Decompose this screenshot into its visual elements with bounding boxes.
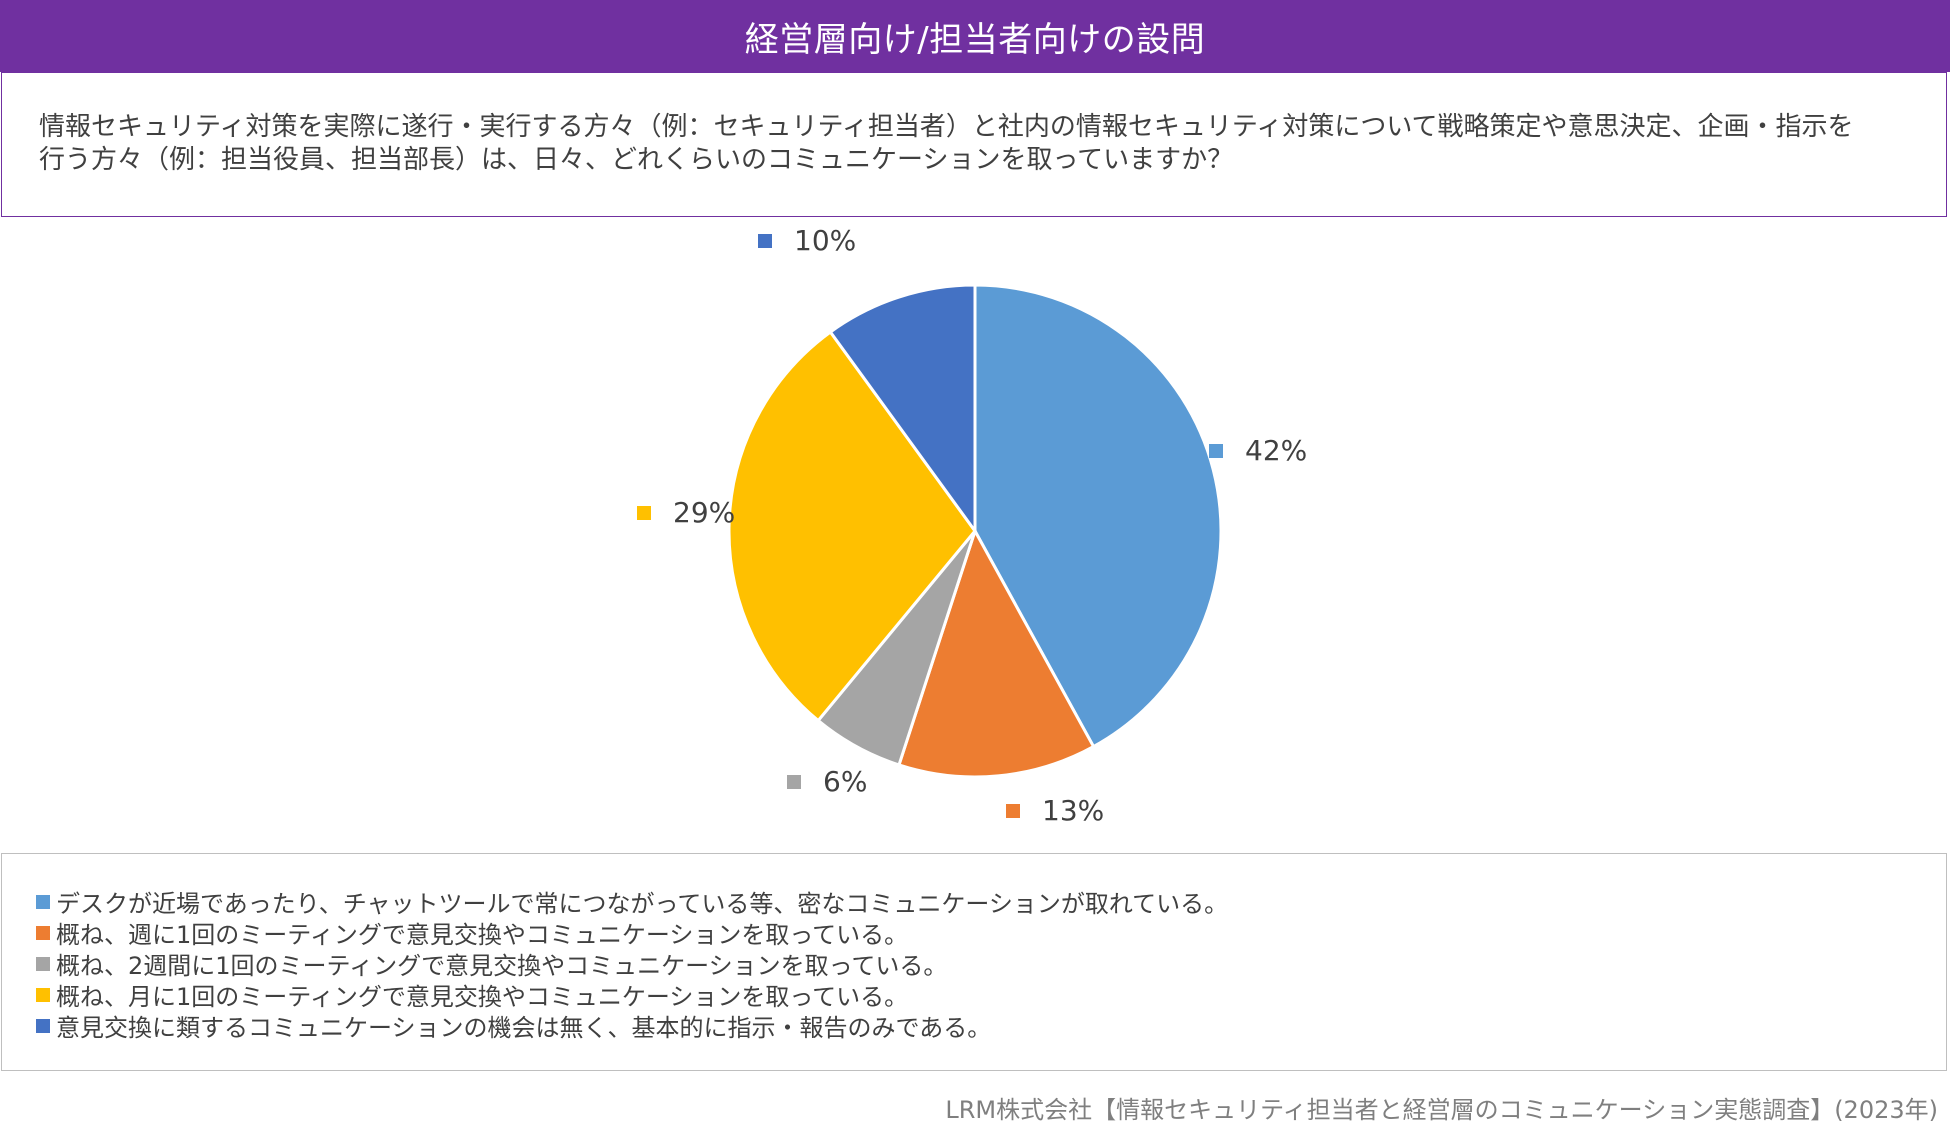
legend-item: 概ね、週に1回のミーティングで意見交換やコミュニケーションを取っている。	[36, 917, 1228, 949]
legend-item: 意見交換に類するコミュニケーションの機会は無く、基本的に指示・報告のみである。	[36, 1010, 1228, 1042]
legend-item: デスクが近場であったり、チャットツールで常につながっている等、密なコミュニケーシ…	[36, 886, 1229, 918]
legend-item: 概ね、月に1回のミーティングで意見交換やコミュニケーションを取っている。	[36, 979, 1228, 1011]
data-label-swatch	[637, 506, 651, 520]
pie-chart-area: 42% 13% 6% 29% 10%	[0, 217, 1950, 852]
data-label: 10%	[794, 224, 856, 257]
question-text: 情報セキュリティ対策を実際に遂行・実行する方々（例：セキュリティ担当者）と社内の…	[39, 112, 1854, 175]
pie-slice	[727, 329, 977, 723]
legend-label: デスクが近場であったり、チャットツールで常につながっている等、密なコミュニケーシ…	[56, 890, 1229, 918]
legend-box: デスクが近場であったり、チャットツールで常につながっている等、密なコミュニケーシ…	[1, 853, 1947, 1071]
pie-slice	[973, 283, 1223, 749]
legend-label: 概ね、週に1回のミーティングで意見交換やコミュニケーションを取っている。	[56, 921, 909, 949]
chart-header: 経営層向け/担当者向けの設問	[0, 0, 1950, 72]
legend-swatch	[36, 894, 50, 909]
pie-chart: 42% 13% 6% 29% 10%	[637, 224, 1307, 827]
data-label: 6%	[823, 765, 867, 798]
chart-title: 経営層向け/担当者向けの設問	[744, 19, 1206, 60]
data-label-swatch	[1006, 804, 1020, 818]
question-box: 情報セキュリティ対策を実際に遂行・実行する方々（例：セキュリティ担当者）と社内の…	[1, 72, 1947, 217]
legend-label: 概ね、2週間に1回のミーティングで意見交換やコミュニケーションを取っている。	[56, 952, 948, 980]
legend-label: 概ね、月に1回のミーティングで意見交換やコミュニケーションを取っている。	[56, 983, 909, 1011]
legend-label: 意見交換に類するコミュニケーションの機会は無く、基本的に指示・報告のみである。	[56, 1014, 992, 1042]
data-label: 13%	[1042, 794, 1104, 827]
pie-slice	[897, 527, 1096, 779]
data-label-swatch	[1209, 444, 1223, 458]
legend-swatch	[36, 987, 50, 1002]
legend-swatch	[36, 925, 50, 940]
data-label: 29%	[673, 496, 735, 529]
data-label-swatch	[787, 775, 801, 789]
pie-slice	[828, 283, 977, 536]
data-label-swatch	[758, 234, 772, 248]
source-note: LRM株式会社【情報セキュリティ担当者と経営層のコミュニケーション実態調査】(2…	[945, 1096, 1938, 1124]
data-label: 42%	[1245, 434, 1307, 467]
legend-swatch	[36, 956, 50, 971]
legend-swatch	[36, 1018, 50, 1033]
legend-item: 概ね、2週間に1回のミーティングで意見交換やコミュニケーションを取っている。	[36, 948, 1228, 980]
legend: デスクが近場であったり、チャットツールで常につながっている等、密なコミュニケーシ…	[36, 886, 1229, 1042]
